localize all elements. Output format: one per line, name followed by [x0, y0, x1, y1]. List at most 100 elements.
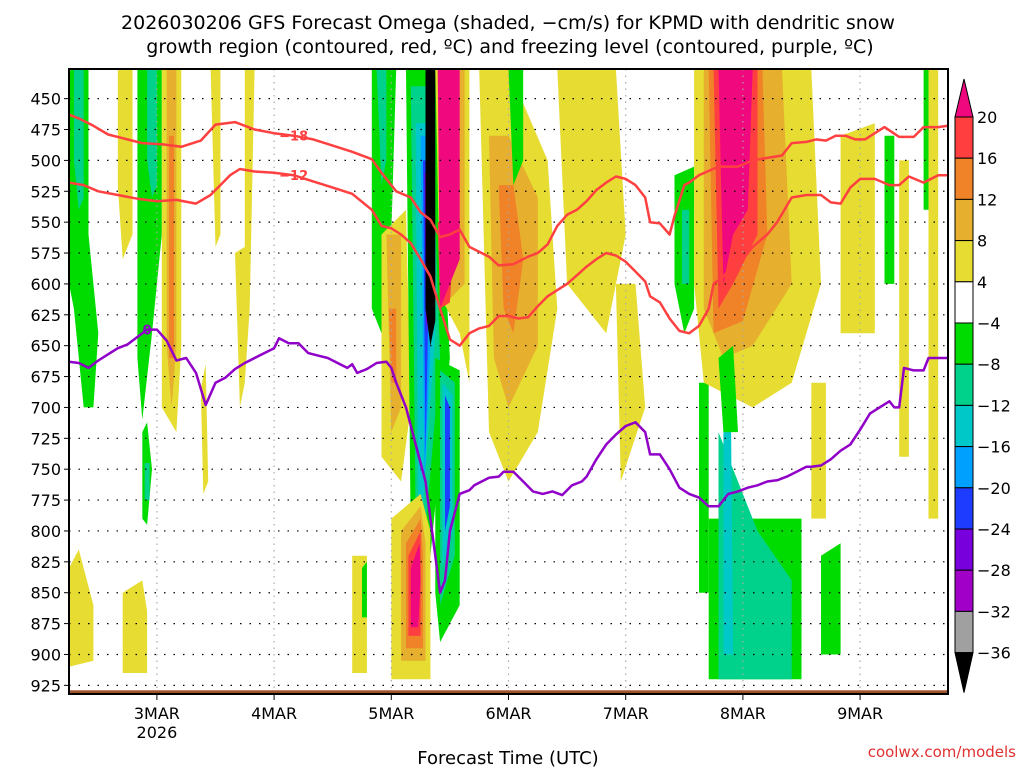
- colorbar-swatch-2: [954, 198, 974, 242]
- omega-region-61: [718, 345, 738, 433]
- colorbar-swatch-9: [954, 487, 974, 530]
- omega-region-68: [928, 69, 939, 519]
- contour-freezing-level-0: [69, 328, 948, 594]
- colorbar-label-7: −12: [977, 396, 1011, 415]
- y-tick-label-925: 925: [30, 676, 61, 695]
- chart-title-line-1: 2026030206 GFS Forecast Omega (shaded, −…: [121, 12, 895, 34]
- omega-region-17: [362, 561, 367, 618]
- colorbar-swatch-6: [954, 363, 974, 406]
- contour-layer: −18 −12 0: [69, 113, 948, 594]
- y-tick-label-525: 525: [30, 182, 61, 201]
- x-axis-label: Forecast Time (UTC): [417, 748, 598, 768]
- omega-region-7: [169, 135, 174, 358]
- omega-region-4: [117, 69, 133, 260]
- colorbar-swatch-4: [954, 281, 974, 324]
- y-tick-label-750: 750: [30, 460, 61, 479]
- omega-region-46: [508, 69, 524, 186]
- colorbar-label-0: 20: [977, 108, 997, 127]
- contour-label-dendritic-minus18: −18: [279, 130, 308, 145]
- omega-region-57: [718, 69, 753, 284]
- omega-region-3: [147, 69, 157, 198]
- x-tick-label-7MAR: 7MAR: [603, 704, 649, 723]
- colorbar-swatch-5: [954, 322, 974, 365]
- colorbar-label-4: 4: [977, 273, 987, 292]
- contour-dendritic-minus18: [69, 113, 948, 267]
- omega-region-52: [681, 209, 690, 284]
- colorbar-label-2: 12: [977, 190, 997, 209]
- omega-region-33: [445, 395, 450, 531]
- colorbar-label-8: −16: [977, 438, 1011, 457]
- colorbar-extend-high: [954, 78, 974, 118]
- colorbar-label-11: −28: [977, 561, 1011, 580]
- y-tick-label-650: 650: [30, 337, 61, 356]
- y-tick-label-575: 575: [30, 244, 61, 263]
- y-axis: 450 475 500 525 550 575 600 625 650 675 700 725 750 7…: [30, 90, 69, 695]
- contour-label-freezing-level-0: 0: [143, 324, 152, 339]
- x-tick-label-3MAR: 3MAR: [134, 704, 180, 723]
- omega-region-45: [498, 185, 524, 334]
- colorbar-swatch-0: [954, 116, 974, 159]
- colorbar-label-9: −20: [977, 479, 1011, 498]
- y-tick-label-900: 900: [30, 645, 61, 664]
- colorbar-swatch-8: [954, 446, 974, 489]
- ground-layer: [69, 690, 948, 694]
- omega-region-19: [376, 69, 387, 186]
- y-tick-label-800: 800: [30, 522, 61, 541]
- omega-region-29: [425, 69, 436, 346]
- colorbar-label-6: −8: [977, 355, 1001, 374]
- omega-region-67: [899, 160, 909, 457]
- colorbar-swatch-1: [954, 157, 974, 200]
- x-tick-label-6MAR: 6MAR: [485, 704, 531, 723]
- grid-layer: [69, 69, 948, 694]
- omega-region-13: [69, 549, 94, 667]
- colorbar-swatch-7: [954, 404, 974, 448]
- colorbar-label-1: 16: [977, 149, 997, 168]
- omega-region-42: [410, 543, 421, 628]
- omega-region-49: [615, 283, 646, 482]
- y-tick-label-500: 500: [30, 151, 61, 170]
- y-tick-label-475: 475: [30, 121, 61, 140]
- x-tick-label-5MAR: 5MAR: [368, 704, 414, 723]
- x-tick-label-8MAR: 8MAR: [720, 704, 766, 723]
- colorbar-swatch-12: [954, 610, 974, 654]
- y-tick-label-700: 700: [30, 398, 61, 417]
- omega-region-8: [210, 69, 221, 247]
- y-tick-label-875: 875: [30, 615, 61, 634]
- colorbar-label-5: −4: [977, 314, 1001, 333]
- y-tick-label-450: 450: [30, 90, 61, 109]
- omega-region-50: [699, 382, 709, 593]
- y-tick-label-625: 625: [30, 306, 61, 325]
- colorbar-label-13: −36: [977, 644, 1011, 663]
- colorbar: 20 16 12 8 4 −4 −8 −12 −16 −20 −24 −28 −32 −36: [954, 78, 1011, 693]
- colorbar-swatch-10: [954, 528, 974, 571]
- x-tick-label-9MAR: 9MAR: [837, 704, 883, 723]
- omega-region-37: [437, 69, 460, 309]
- omega-region-62: [811, 382, 826, 519]
- y-tick-label-725: 725: [30, 429, 61, 448]
- omega-region-63: [821, 543, 841, 655]
- omega-region-48: [557, 69, 626, 334]
- contour-label-dendritic-minus12: −12: [279, 169, 308, 184]
- omega-region-14: [122, 580, 148, 673]
- omega-region-59: [718, 432, 792, 680]
- omega-region-12: [144, 463, 150, 501]
- y-tick-label-675: 675: [30, 368, 61, 387]
- y-tick-label-825: 825: [30, 553, 61, 572]
- y-tick-label-550: 550: [30, 213, 61, 232]
- chart-title-line-2: growth region (contoured, red, ºC) and f…: [146, 36, 873, 58]
- contour-dendritic-minus12: [69, 167, 948, 347]
- colorbar-swatch-11: [954, 569, 974, 612]
- x-tick-label-4MAR: 4MAR: [251, 704, 297, 723]
- ground-surface: [69, 690, 948, 694]
- colorbar-swatch-3: [954, 240, 974, 283]
- colorbar-extend-low: [954, 652, 974, 693]
- x-tick-sublabel-year: 2026: [137, 723, 178, 742]
- omega-region-18: [371, 69, 397, 334]
- y-tick-label-775: 775: [30, 491, 61, 510]
- omega-shading-layer: [69, 69, 939, 680]
- colorbar-label-10: −24: [977, 520, 1011, 539]
- omega-region-64: [884, 135, 895, 284]
- credit-link[interactable]: coolwx.com/models: [868, 743, 1016, 761]
